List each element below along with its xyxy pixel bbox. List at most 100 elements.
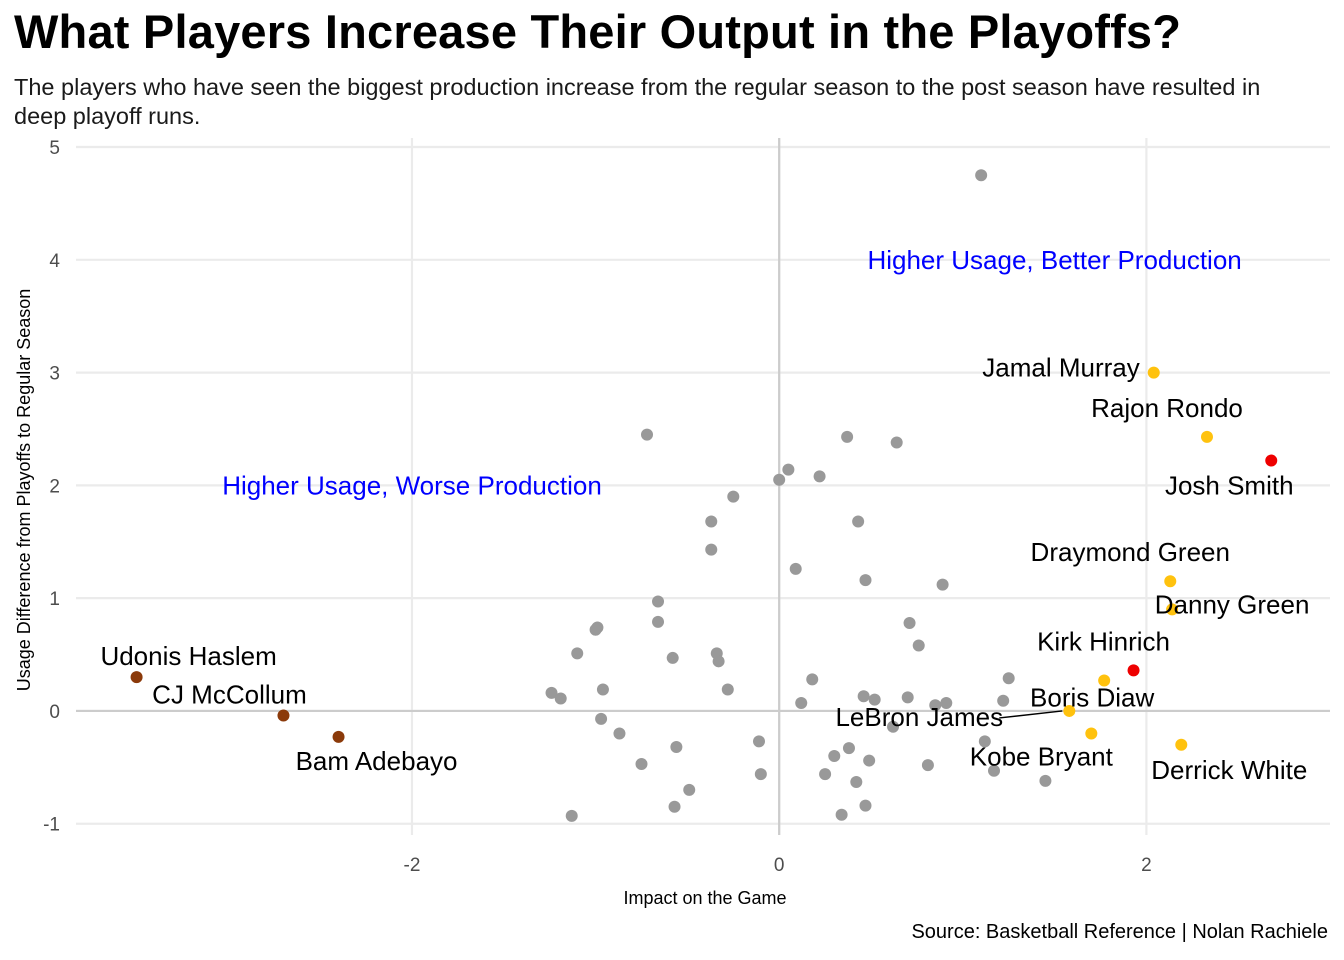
player-point [850, 775, 863, 788]
player-point [890, 436, 903, 449]
y-tick-label: 4 [49, 251, 60, 272]
player-point [921, 759, 934, 772]
player-point [595, 712, 608, 725]
highlighted-player-point [1164, 575, 1177, 588]
player-point [721, 683, 734, 696]
player-point [1039, 774, 1052, 787]
highlighted-player-point [130, 671, 143, 684]
player-point [666, 651, 679, 664]
player-point [596, 683, 609, 696]
x-axis-title: Impact on the Game [623, 888, 786, 908]
player-point [752, 735, 765, 748]
highlighted-player-point [332, 730, 345, 743]
player-point [773, 473, 786, 486]
x-tick-label: -2 [404, 855, 421, 876]
player-point [859, 799, 872, 812]
player-point [554, 692, 567, 705]
highlighted-player-point [1147, 366, 1160, 379]
player-point [903, 616, 916, 629]
player-point [835, 808, 848, 821]
player-point [782, 463, 795, 476]
player-point [754, 768, 767, 781]
quadrant-annotation: Higher Usage, Better Production [867, 245, 1241, 275]
player-point [613, 727, 626, 740]
player-point [565, 809, 578, 822]
player-point [978, 735, 991, 748]
highlighted-player-point [1175, 738, 1188, 751]
highlighted-player-point [1098, 674, 1111, 687]
player-name-label: CJ McCollum [152, 679, 307, 709]
highlighted-player-point [1265, 454, 1278, 467]
x-tick-label: 0 [774, 855, 785, 876]
y-tick-label: 0 [49, 702, 60, 723]
player-point [857, 690, 870, 703]
player-point [852, 515, 865, 528]
player-point [589, 623, 602, 636]
player-point [652, 615, 665, 628]
player-name-label: Boris Diaw [1030, 682, 1154, 712]
player-point [936, 578, 949, 591]
player-point [806, 673, 819, 686]
player-name-label: Draymond Green [1031, 537, 1230, 567]
player-point [819, 768, 832, 781]
player-point [789, 562, 802, 575]
player-name-label: Kobe Bryant [970, 741, 1114, 771]
player-name-label: Udonis Haslem [100, 641, 276, 671]
player-point [652, 595, 665, 608]
point-labels: Jamal Murray Rajon Rondo Josh Smith Draymon… [100, 353, 1309, 785]
player-point [997, 694, 1010, 707]
source-caption: Source: Basketball Reference | Nolan Rac… [911, 921, 1328, 943]
y-tick-label: 3 [49, 364, 60, 385]
quadrant-annotations: Higher Usage, Better Production Higher Us… [222, 245, 1242, 501]
player-point [683, 783, 696, 796]
player-point [975, 169, 988, 182]
highlighted-player-point [1085, 727, 1098, 740]
player-point [868, 693, 881, 706]
player-point [841, 430, 854, 443]
player-point [842, 742, 855, 755]
highlighted-player-point [1063, 704, 1076, 717]
player-point [863, 754, 876, 767]
y-tick-label: -1 [43, 815, 60, 836]
y-tick-label: 1 [49, 589, 60, 610]
player-name-label: Rajon Rondo [1091, 393, 1243, 423]
player-point [705, 543, 718, 556]
highlighted-player-point [277, 709, 290, 722]
player-name-label: Kirk Hinrich [1037, 626, 1170, 656]
axis-ticks: -1 0 1 2 3 4 5 -2 0 2 [43, 138, 1152, 876]
player-point [635, 757, 648, 770]
player-point [705, 515, 718, 528]
player-point [668, 800, 681, 813]
player-name-label: Danny Green [1155, 589, 1310, 619]
player-point [670, 741, 683, 754]
player-point [912, 639, 925, 652]
player-point [545, 686, 558, 699]
x-tick-label: 2 [1141, 855, 1152, 876]
player-point [859, 574, 872, 587]
y-tick-label: 2 [49, 476, 60, 497]
player-point [929, 699, 942, 712]
player-point [940, 697, 953, 710]
chart-subtitle: The players who have seen the biggest pr… [14, 74, 1261, 129]
player-name-label: Bam Adebayo [296, 746, 458, 776]
player-point [795, 697, 808, 710]
label-leader-line [999, 710, 1063, 719]
y-axis-title: Usage Difference from Playoffs to Regula… [14, 289, 34, 692]
player-name-label: Josh Smith [1165, 471, 1294, 501]
chart-title: What Players Increase Their Output in th… [14, 5, 1182, 58]
quadrant-annotation: Higher Usage, Worse Production [222, 470, 602, 500]
player-point [1002, 672, 1015, 685]
player-point [641, 428, 654, 441]
player-name-label: Derrick White [1151, 755, 1307, 785]
highlighted-player-point [1200, 430, 1213, 443]
player-point [571, 647, 584, 660]
data-points [130, 169, 1278, 822]
highlighted-player-point [1166, 603, 1179, 616]
player-name-label: LeBron James [835, 702, 1003, 732]
player-point [828, 750, 841, 763]
player-point [887, 720, 900, 733]
player-point [712, 655, 725, 668]
y-tick-label: 5 [49, 138, 60, 159]
player-point [988, 764, 1001, 777]
